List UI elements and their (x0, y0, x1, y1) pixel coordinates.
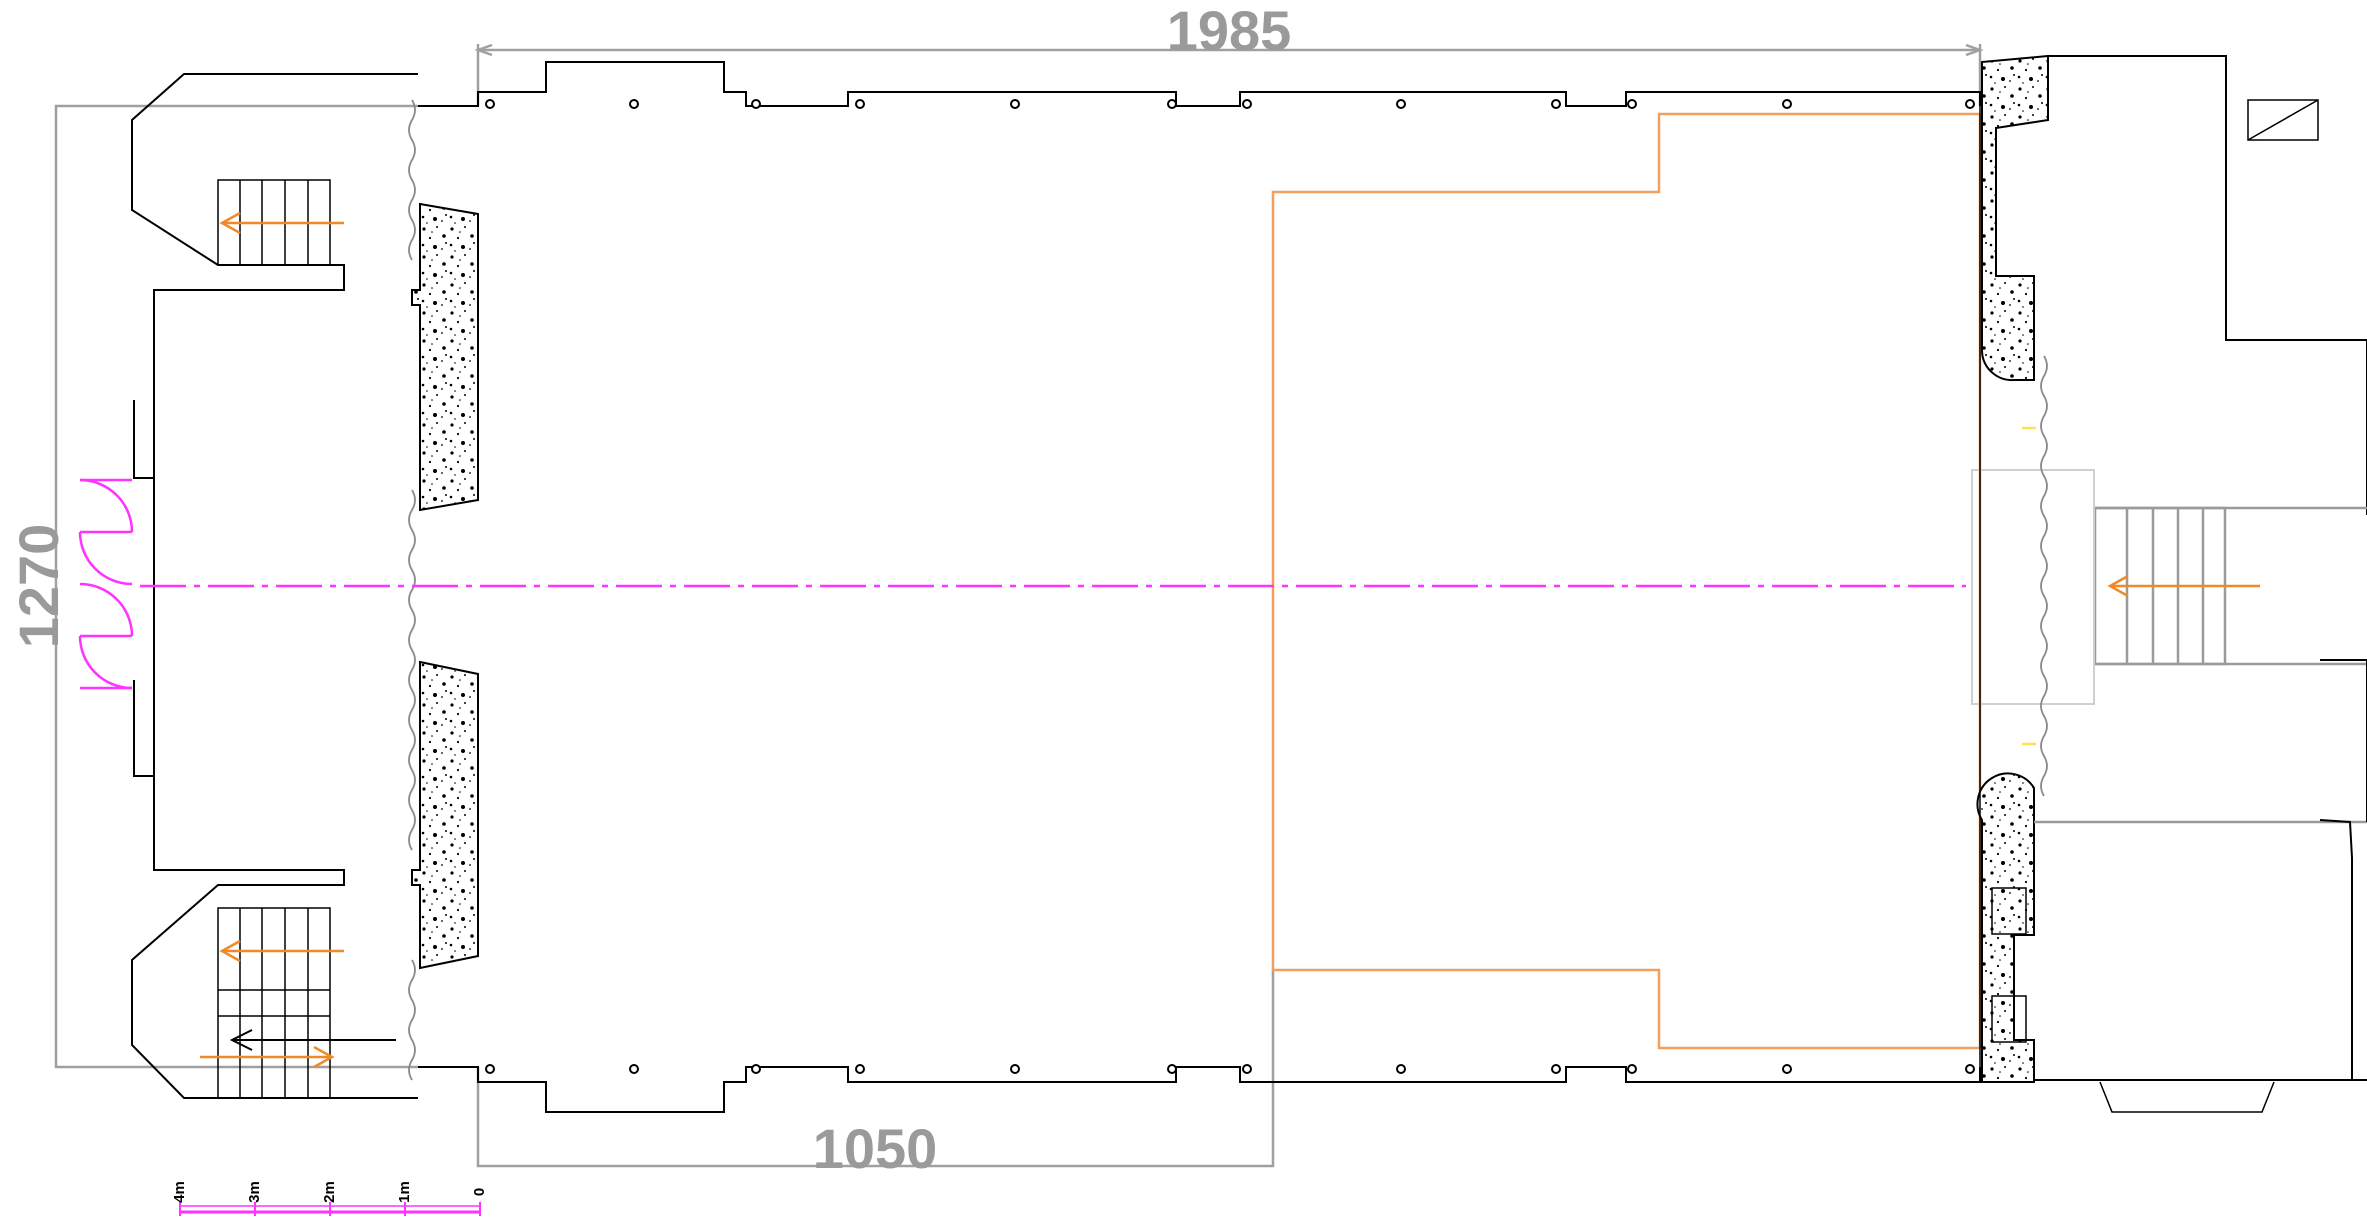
scale-label-2m: 2m (321, 1181, 338, 1203)
break-line-right (2040, 355, 2048, 797)
stair-left-upper (217, 179, 344, 266)
stage-outline (1271, 112, 1980, 1050)
left-wing (131, 73, 418, 1099)
dimension-left-label: 1270 (7, 524, 70, 649)
dimension-top: 1985 (474, 0, 1984, 106)
pier-left-lower (411, 660, 479, 970)
scale-label-1m: 1m (396, 1181, 413, 1203)
scale-label-3m: 3m (246, 1181, 263, 1203)
dimension-left: 1270 (7, 104, 418, 1069)
scale-label-4m: 4m (171, 1181, 188, 1203)
pier-left-upper (411, 202, 479, 512)
opening-frame (1971, 469, 2095, 705)
main-hall-north-wall (418, 61, 1981, 107)
column-markers (485, 99, 1975, 1074)
dimension-bottom-label: 1050 (813, 1117, 938, 1180)
stair-right (2093, 506, 2260, 666)
dimension-bottom: 1050 (476, 970, 1275, 1180)
entrance-doors (78, 478, 134, 690)
main-hall-south-wall (418, 1066, 1981, 1113)
scale-bar: 4m 3m 2m 1m 0 (171, 1181, 488, 1216)
break-line-left (408, 99, 416, 1081)
dimension-top-label: 1985 (1167, 0, 1292, 62)
scale-label-0: 0 (471, 1188, 488, 1196)
stair-left-lower (200, 907, 396, 1099)
right-wing (1976, 54, 2367, 1113)
